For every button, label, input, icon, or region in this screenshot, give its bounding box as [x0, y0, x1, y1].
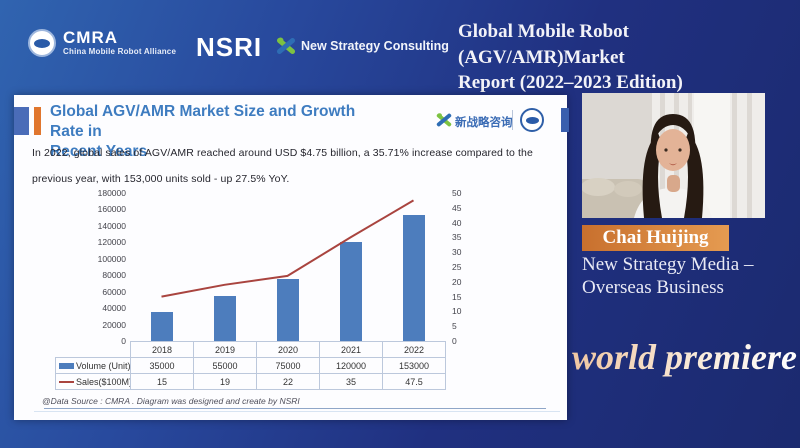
- chart-plot-area: [130, 193, 445, 341]
- new-strategy-consulting-icon: [276, 36, 296, 61]
- left-axis-tick: 140000: [97, 220, 126, 231]
- left-axis-tick: 0: [121, 336, 126, 346]
- table-cell: 120000: [319, 357, 383, 374]
- title-accent-orange: [34, 107, 41, 135]
- bar-swatch-icon: [59, 363, 74, 370]
- slide-edge-accent: [561, 108, 569, 132]
- new-strategy-consulting-label: New Strategy Consulting: [301, 39, 449, 53]
- right-axis-tick: 40: [452, 217, 462, 228]
- legend-cell: Sales($100M): [55, 373, 131, 390]
- line-swatch-icon: [59, 381, 74, 384]
- volume-bar-2020: [276, 279, 299, 341]
- volume-bar-2021: [339, 242, 362, 341]
- slide-logo-cn: 新战略咨询: [455, 117, 513, 129]
- speaker-video-feed: [572, 93, 765, 224]
- slide-title-line2: Recent Years: [50, 142, 148, 160]
- slide-title-line1: Global AGV/AMR Market Size and Growth Ra…: [50, 103, 356, 140]
- left-axis-tick: 100000: [97, 253, 126, 264]
- right-axis-tick: 50: [452, 188, 462, 198]
- right-axis-tick: 45: [452, 202, 462, 213]
- sales-line-series: [161, 199, 415, 298]
- table-cell: 153000: [382, 357, 446, 374]
- right-axis-tick: 5: [452, 321, 457, 332]
- speaker-org-line1: New Strategy Media –: [582, 254, 754, 275]
- left-axis-tick: 120000: [97, 237, 126, 248]
- left-axis-tick: 180000: [97, 188, 126, 198]
- speaker-name: Chai Huijing: [602, 227, 709, 248]
- speaker-org-line2: Overseas Business: [582, 277, 724, 298]
- world-premiere-banner: world premiere: [572, 337, 797, 377]
- logo-divider: [512, 110, 513, 130]
- right-axis-tick: 25: [452, 262, 462, 272]
- divider-line-light: [34, 411, 560, 412]
- slide-title: Global AGV/AMR Market Size and Growth Ra…: [50, 102, 390, 161]
- table-cell: 2018: [130, 341, 194, 358]
- table-cell: 2022: [382, 341, 446, 358]
- data-source-note: @Data Source : CMRA . Diagram was design…: [42, 396, 300, 406]
- legend-label: Sales($100M): [76, 376, 131, 387]
- webinar-title-line2: Report (2022–2023 Edition): [458, 72, 683, 94]
- sales-row: Sales($100M) 15 19 22 35 47.5: [55, 373, 446, 390]
- new-strategy-icon-small: [436, 112, 452, 133]
- table-cell: 75000: [256, 357, 320, 374]
- legend-label: Volume (Unit): [76, 360, 131, 371]
- volume-bar-2022: [402, 215, 425, 341]
- cmra-logo-icon: [28, 29, 56, 57]
- legend-cell: Volume (Unit): [55, 357, 131, 374]
- chart-right-axis: 50 45 40 35 30 25 20 15 10 5 0: [452, 188, 482, 346]
- webinar-title: Global Mobile Robot (AGV/AMR)Market Repo…: [458, 19, 788, 96]
- slide-body-line1: In 2022, global sales of AGV/AMR reached…: [32, 147, 533, 159]
- chart-left-axis: 180000 160000 140000 120000 100000 80000 60000…: [72, 188, 126, 346]
- year-row: 2018 2019 2020 2021 2022: [56, 341, 446, 358]
- left-axis-tick: 20000: [102, 319, 126, 330]
- title-accent-blue: [14, 107, 29, 135]
- table-cell: 2019: [193, 341, 257, 358]
- table-cell: 2021: [319, 341, 383, 358]
- chart-data-table: 2018 2019 2020 2021 2022 Volume (Unit) 35000 55…: [55, 341, 446, 390]
- table-corner: [56, 342, 131, 358]
- volume-row: Volume (Unit) 35000 55000 75000 120000 153000: [55, 357, 446, 374]
- left-axis-tick: 60000: [102, 286, 126, 297]
- table-cell: 35: [319, 373, 383, 390]
- table-cell: 47.5: [382, 373, 446, 390]
- cmra-acronym: CMRA: [63, 28, 118, 47]
- table-cell: 35000: [130, 357, 194, 374]
- right-axis-tick: 20: [452, 276, 462, 287]
- left-axis-tick: 160000: [97, 204, 126, 215]
- speaker-portrait: [572, 93, 765, 224]
- slide-body-line2: previous year, with 153,000 units sold -…: [32, 173, 290, 185]
- left-axis-tick: 40000: [102, 303, 126, 314]
- table-cell: 19: [193, 373, 257, 390]
- nsri-logo: NSRI: [196, 32, 263, 62]
- webinar-title-line1: Global Mobile Robot (AGV/AMR)Market: [458, 21, 630, 68]
- presentation-slide: Global AGV/AMR Market Size and Growth Ra…: [14, 95, 567, 420]
- divider-line: [44, 408, 546, 409]
- right-axis-tick: 10: [452, 306, 462, 317]
- speaker-name-card: Chai Huijing: [582, 225, 729, 251]
- table-cell: 22: [256, 373, 320, 390]
- volume-bar-2018: [150, 312, 173, 341]
- table-cell: 15: [130, 373, 194, 390]
- table-cell: 2020: [256, 341, 320, 358]
- right-axis-tick: 15: [452, 291, 462, 302]
- cmra-logo-text: CMRA China Mobile Robot Alliance: [63, 28, 177, 57]
- left-axis-tick: 80000: [102, 270, 126, 281]
- cmra-logo-small: [520, 108, 544, 132]
- right-axis-tick: 35: [452, 232, 462, 243]
- volume-bar-2019: [213, 295, 236, 341]
- cmra-full-name: China Mobile Robot Alliance: [63, 47, 177, 56]
- table-cell: 55000: [193, 357, 257, 374]
- right-axis-tick: 0: [452, 336, 457, 346]
- right-axis-tick: 30: [452, 247, 462, 258]
